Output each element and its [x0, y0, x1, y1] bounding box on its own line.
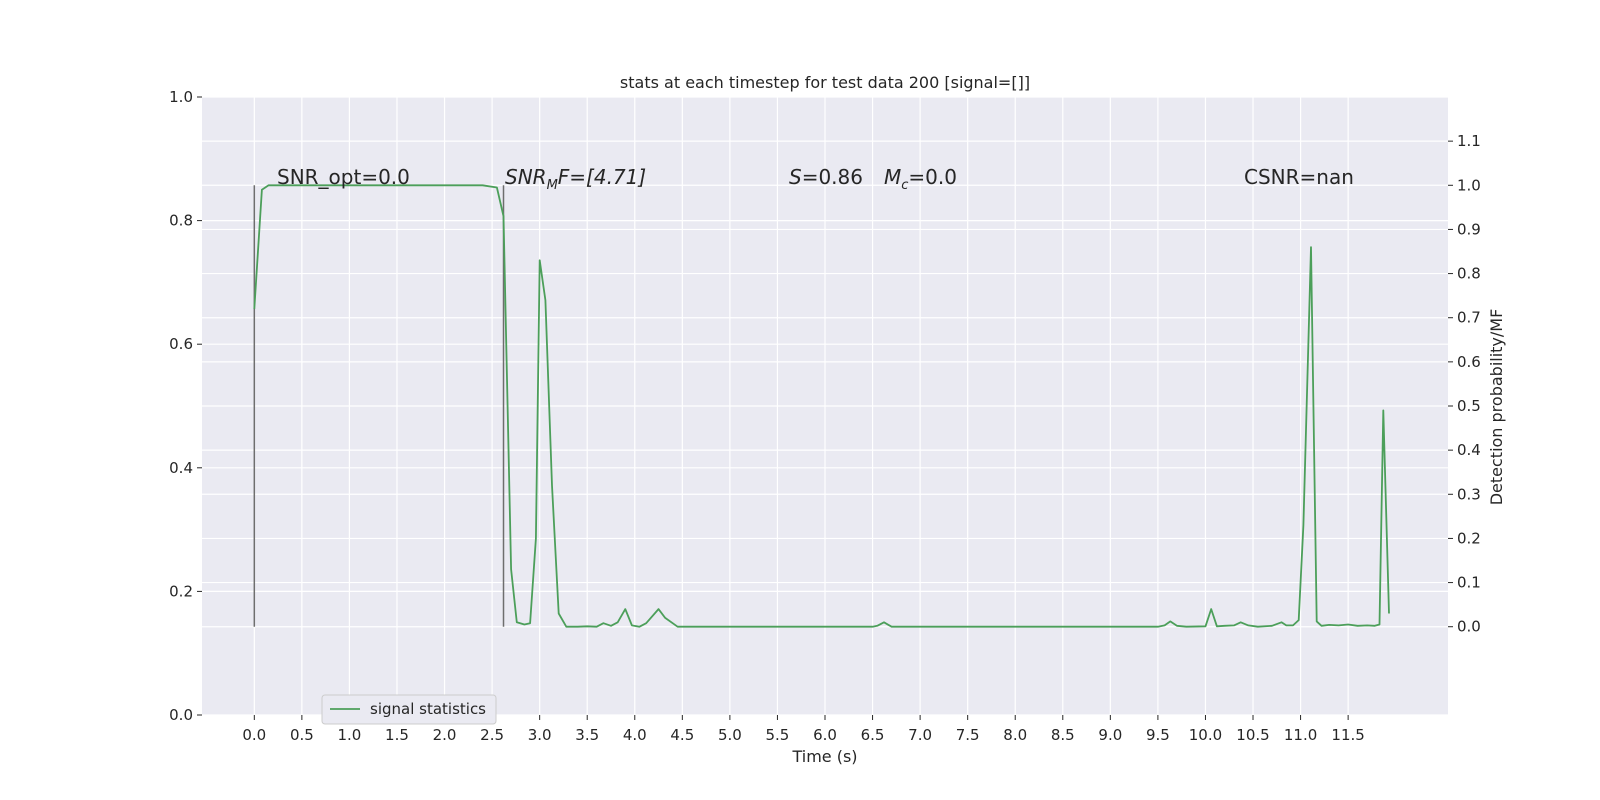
y-right-tick-label: 0.8	[1457, 265, 1481, 283]
x-tick-label: 3.5	[575, 726, 599, 744]
y-right-tick-label: 0.5	[1457, 397, 1481, 415]
annotation-s-value: =0.86	[802, 165, 863, 189]
y-right-tick-label: 0.3	[1457, 485, 1481, 503]
y-right-tick-label: 1.1	[1457, 132, 1481, 150]
x-tick-label: 7.5	[956, 726, 980, 744]
y-right-tick-label: 0.6	[1457, 353, 1481, 371]
y-right-axis-label: Detection probability/MF	[1487, 309, 1506, 506]
x-tick-label: 9.5	[1146, 726, 1170, 744]
x-tick-label: 5.0	[718, 726, 742, 744]
x-tick-label: 6.5	[861, 726, 885, 744]
y-right-tick-label: 0.0	[1457, 618, 1481, 636]
annotation-mc-value: =0.0	[908, 165, 957, 189]
y-right-tick-label: 1.0	[1457, 176, 1481, 194]
x-tick-label: 10.5	[1236, 726, 1269, 744]
y-left-tick-label: 0.8	[169, 212, 193, 230]
legend: signal statistics	[322, 695, 496, 724]
y-right-tick-label: 0.1	[1457, 574, 1481, 592]
x-tick-label: 5.5	[766, 726, 790, 744]
annotation-s: S=0.86	[789, 165, 863, 189]
chart-title: stats at each timestep for test data 200…	[620, 73, 1030, 92]
legend-label: signal statistics	[370, 700, 486, 718]
x-tick-label: 4.5	[670, 726, 694, 744]
y-right-tick-labels: 0.0 0.1 0.2 0.3 0.4 0.5 0.6 0.7 0.8 0.9 1.0 1.1	[1448, 132, 1481, 636]
x-tick-label: 7.0	[908, 726, 932, 744]
x-tick-label: 10.0	[1189, 726, 1222, 744]
annotation-mc-label: M	[884, 165, 901, 189]
x-tick-label: 8.0	[1003, 726, 1027, 744]
y-left-tick-label: 1.0	[169, 88, 193, 106]
x-tick-label: 0.5	[290, 726, 314, 744]
y-right-tick-label: 0.7	[1457, 309, 1481, 327]
annotation-mc: Mc=0.0	[884, 165, 957, 193]
y-left-tick-label: 0.4	[169, 459, 193, 477]
annotation-snr-mf-rest: F=[4.71]	[558, 165, 646, 189]
x-tick-label: 2.0	[433, 726, 457, 744]
annotation-snr-mf-main: SNR	[505, 165, 547, 189]
y-left-tick-label: 0.2	[169, 582, 193, 600]
annotation-snr-opt: SNR_opt=0.0	[277, 165, 410, 189]
y-right-tick-label: 0.9	[1457, 220, 1481, 238]
x-tick-label: 6.0	[813, 726, 837, 744]
x-tick-label: 0.0	[242, 726, 266, 744]
x-tick-label: 2.5	[480, 726, 504, 744]
annotation-snr-mf-sub: M	[547, 178, 558, 193]
x-tick-label: 4.0	[623, 726, 647, 744]
y-left-tick-label: 0.6	[169, 335, 193, 353]
y-right-tick-label: 0.2	[1457, 529, 1481, 547]
annotation-snr-mf: SNRMF=[4.71]	[505, 165, 646, 193]
annotation-csnr: CSNR=nan	[1244, 165, 1354, 189]
y-right-tick-label: 0.4	[1457, 441, 1481, 459]
annotation-s-label: S	[789, 165, 802, 189]
x-tick-label: 3.0	[528, 726, 552, 744]
x-axis-label: Time (s)	[791, 747, 857, 766]
x-tick-label: 1.0	[337, 726, 361, 744]
x-tick-label: 8.5	[1051, 726, 1075, 744]
y-left-tick-labels: 0.0 0.2 0.4 0.6 0.8 1.0	[169, 88, 202, 724]
y-left-tick-label: 0.0	[169, 706, 193, 724]
x-tick-label: 1.5	[385, 726, 409, 744]
x-tick-label: 11.0	[1284, 726, 1317, 744]
annotation-mc-sub: c	[901, 178, 908, 193]
x-tick-label: 11.5	[1331, 726, 1364, 744]
x-tick-label: 9.0	[1098, 726, 1122, 744]
